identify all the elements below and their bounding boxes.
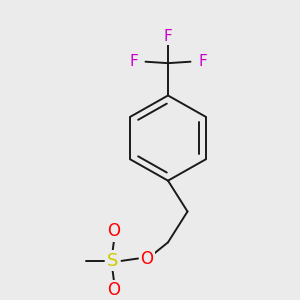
Text: S: S — [107, 252, 118, 270]
Text: F: F — [129, 54, 138, 69]
Text: F: F — [198, 54, 207, 69]
Text: O: O — [140, 250, 154, 268]
Text: O: O — [107, 281, 121, 299]
Text: O: O — [107, 223, 121, 241]
Text: F: F — [164, 29, 172, 44]
